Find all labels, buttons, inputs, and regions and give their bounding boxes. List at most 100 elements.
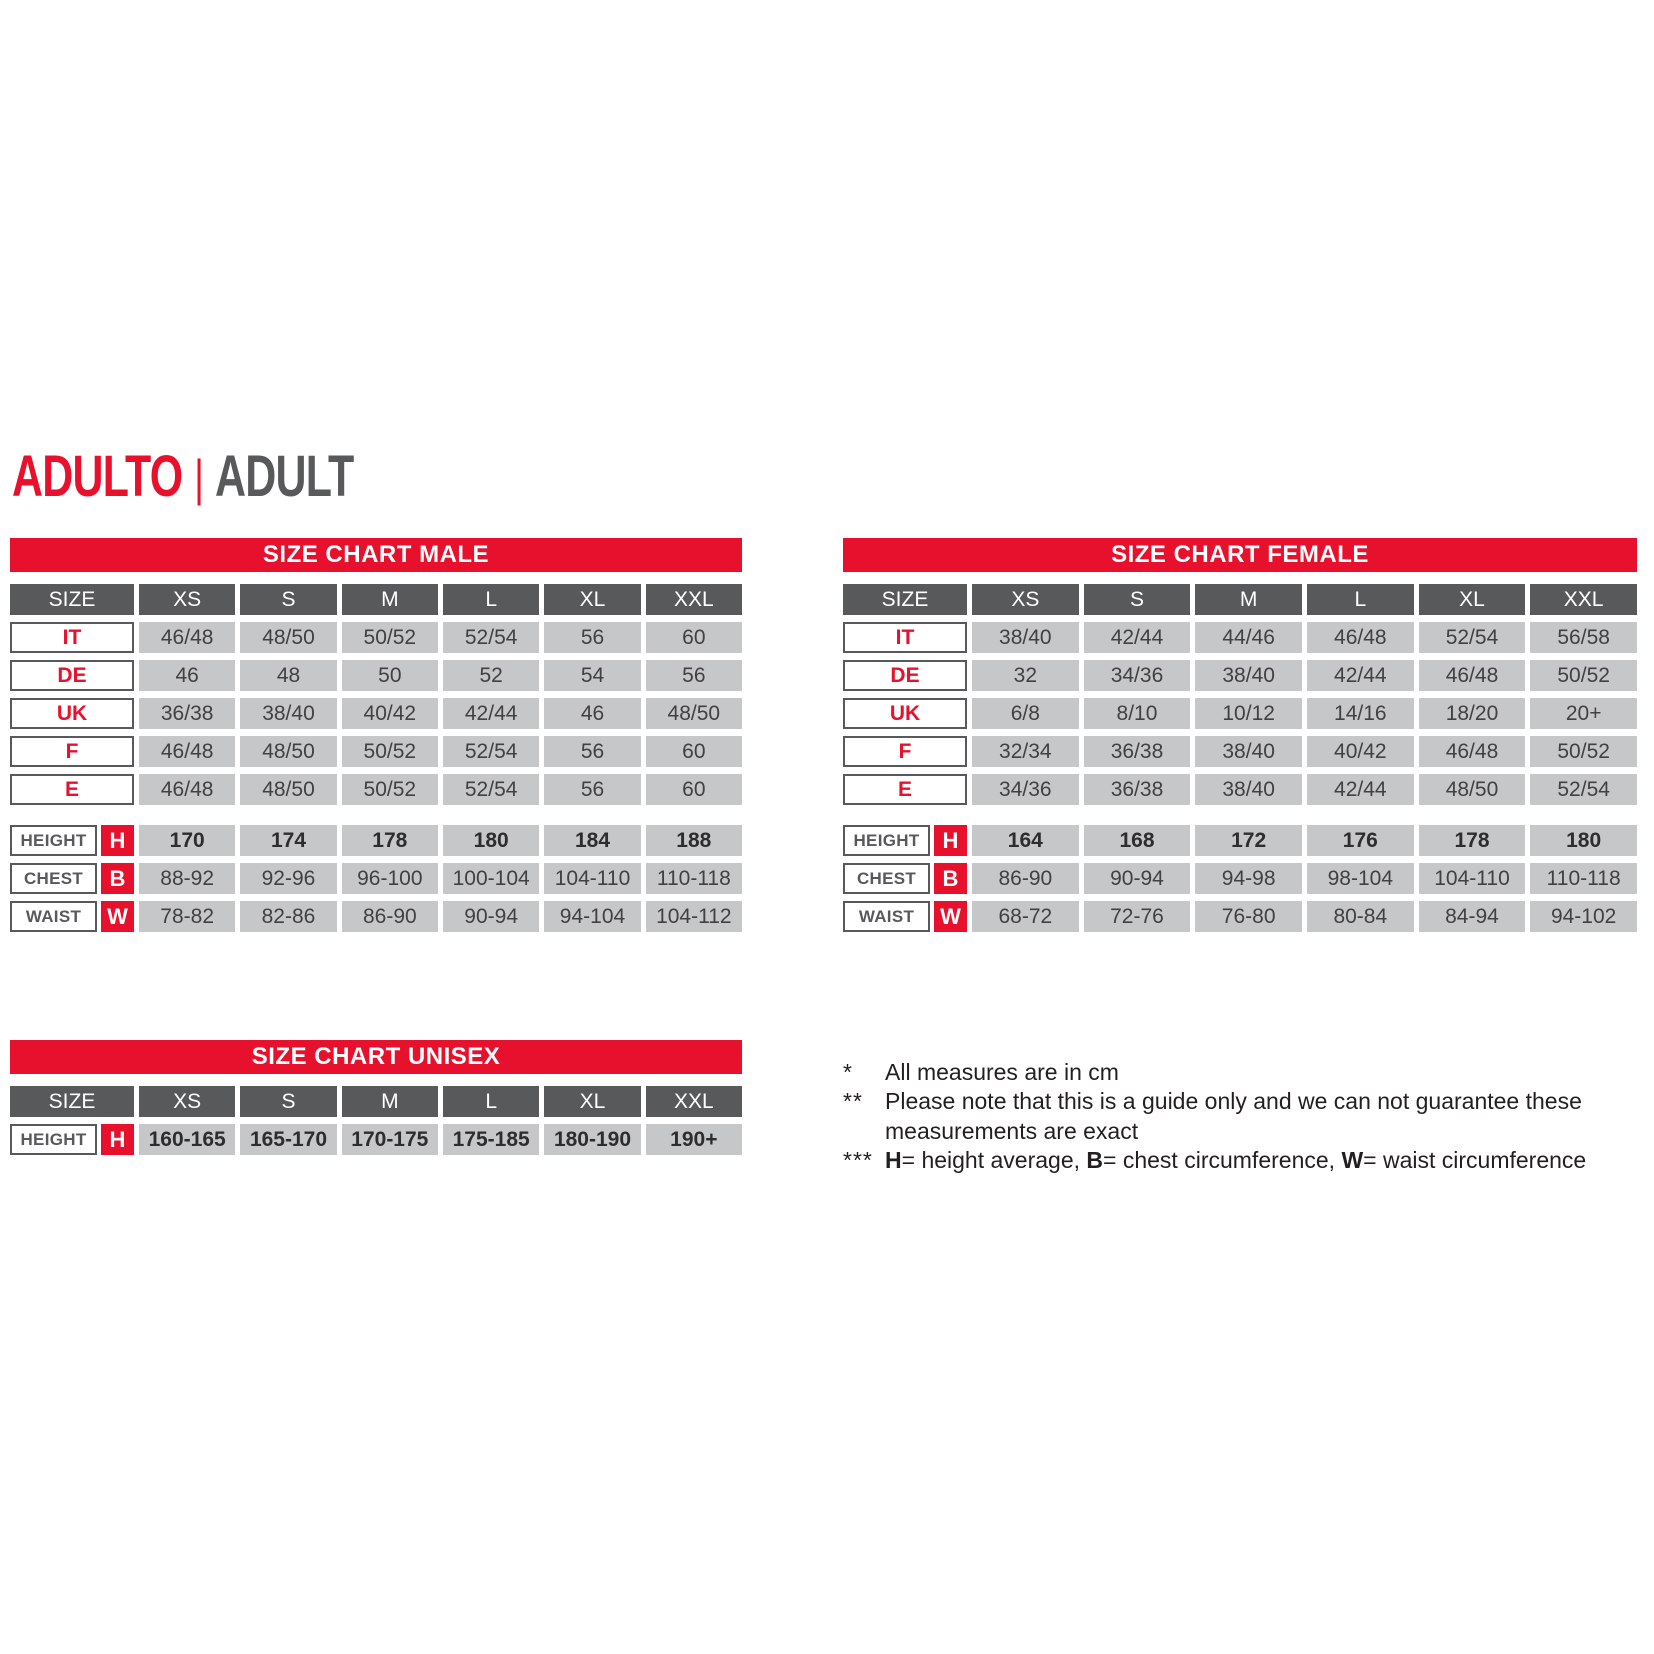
measure-key-badge: H	[934, 825, 967, 856]
size-value: 48/50	[1418, 774, 1526, 805]
column-header-xs: XS	[972, 584, 1079, 615]
size-value: 40/42	[341, 698, 438, 729]
measure-value: 164	[972, 825, 1079, 856]
footnote: ** Please note that this is a guide only …	[843, 1087, 1623, 1146]
measure-value: 176	[1306, 825, 1414, 856]
measure-label: WAIST	[10, 901, 97, 932]
row-label-chest: CHEST B	[843, 863, 967, 894]
measure-value: 174	[240, 825, 337, 856]
size-value: 42/44	[1306, 660, 1414, 691]
measure-value: 175-185	[443, 1124, 540, 1155]
row-label-height: HEIGHT H	[843, 825, 967, 856]
section-gap	[843, 812, 1637, 818]
footnote: *** H= height average, B= chest circumfer…	[843, 1146, 1623, 1175]
column-header-xl: XL	[1418, 584, 1526, 615]
size-value: 46/48	[1306, 622, 1414, 653]
row-label-waist: WAIST W	[10, 901, 134, 932]
measure-label: HEIGHT	[843, 825, 930, 856]
size-value: 36/38	[1083, 774, 1191, 805]
footnote-marker: ***	[843, 1147, 873, 1174]
measure-value: 190+	[645, 1124, 742, 1155]
column-header-l: L	[443, 584, 540, 615]
size-value: 38/40	[1195, 660, 1302, 691]
measure-label: CHEST	[843, 863, 930, 894]
measure-label: HEIGHT	[10, 1124, 97, 1155]
measure-value: 110-118	[645, 863, 742, 894]
size-value: 52/54	[443, 736, 540, 767]
size-value: 48/50	[240, 736, 337, 767]
size-chart-male: SIZE CHART MALE SIZE XS S M L XL XXL IT 46/48 48/…	[10, 538, 742, 932]
measure-key-badge: W	[934, 901, 967, 932]
measure-value: 92-96	[240, 863, 337, 894]
size-value: 52/54	[1530, 774, 1637, 805]
size-value: 46/48	[1418, 660, 1526, 691]
column-header-xxl: XXL	[645, 584, 742, 615]
size-value: 50/52	[1530, 736, 1637, 767]
size-value: 32	[972, 660, 1079, 691]
column-header-l: L	[1306, 584, 1414, 615]
size-chart-male-grid: SIZE XS S M L XL XXL IT 46/48 48/50 50/52 52/54 56 60…	[10, 584, 742, 932]
measure-value: 78-82	[139, 901, 236, 932]
size-value: 60	[645, 736, 742, 767]
measure-label: HEIGHT	[10, 825, 97, 856]
column-header-xs: XS	[139, 584, 236, 615]
size-value: 34/36	[1083, 660, 1191, 691]
size-chart-unisex-title: SIZE CHART UNISEX	[10, 1040, 742, 1074]
size-value: 14/16	[1306, 698, 1414, 729]
column-header-xl: XL	[544, 1086, 641, 1117]
page-title-primary: ADULTO	[12, 444, 183, 509]
size-value: 52/54	[443, 622, 540, 653]
column-header-xxl: XXL	[1530, 584, 1637, 615]
measure-value: 160-165	[139, 1124, 236, 1155]
size-value: 42/44	[1306, 774, 1414, 805]
page-title-separator: |	[194, 450, 204, 506]
size-value: 50/52	[341, 736, 438, 767]
size-chart-unisex: SIZE CHART UNISEX SIZE XS S M L XL XXL HEIGHT H 1…	[10, 1040, 742, 1155]
measure-key-badge: B	[934, 863, 967, 894]
measure-value: 94-98	[1195, 863, 1302, 894]
measure-value: 94-104	[544, 901, 641, 932]
measure-value: 170-175	[341, 1124, 438, 1155]
measure-value: 86-90	[341, 901, 438, 932]
page-title-secondary: ADULT	[214, 444, 354, 509]
footnotes: * All measures are in cm ** Please note tha…	[843, 1058, 1623, 1176]
size-value: 46/48	[1418, 736, 1526, 767]
measure-value: 90-94	[1083, 863, 1191, 894]
column-header-s: S	[240, 1086, 337, 1117]
measure-value: 180-190	[544, 1124, 641, 1155]
size-value: 52/54	[1418, 622, 1526, 653]
measure-value: 104-110	[1418, 863, 1526, 894]
size-value: 38/40	[1195, 774, 1302, 805]
column-header-s: S	[1083, 584, 1191, 615]
size-value: 50	[341, 660, 438, 691]
size-value: 36/38	[139, 698, 236, 729]
size-value: 56	[544, 774, 641, 805]
size-value: 38/40	[240, 698, 337, 729]
size-value: 46	[544, 698, 641, 729]
measure-value: 76-80	[1195, 901, 1302, 932]
measure-value: 94-102	[1530, 901, 1637, 932]
row-label-it: IT	[10, 622, 134, 653]
row-label-uk: UK	[843, 698, 967, 729]
column-header-s: S	[240, 584, 337, 615]
column-header-size: SIZE	[10, 584, 134, 615]
measure-value: 84-94	[1418, 901, 1526, 932]
size-value: 56	[544, 736, 641, 767]
footnote-marker: *	[843, 1059, 853, 1085]
column-header-l: L	[443, 1086, 540, 1117]
measure-value: 104-112	[645, 901, 742, 932]
size-value: 38/40	[972, 622, 1079, 653]
measure-value: 72-76	[1083, 901, 1191, 932]
size-value: 60	[645, 622, 742, 653]
row-label-uk: UK	[10, 698, 134, 729]
measure-key-badge: W	[101, 901, 134, 932]
measure-value: 178	[1418, 825, 1526, 856]
measure-value: 90-94	[443, 901, 540, 932]
size-value: 44/46	[1195, 622, 1302, 653]
size-value: 52	[443, 660, 540, 691]
size-value: 40/42	[1306, 736, 1414, 767]
measure-value: 110-118	[1530, 863, 1637, 894]
column-header-m: M	[1195, 584, 1302, 615]
size-value: 56	[645, 660, 742, 691]
column-header-size: SIZE	[10, 1086, 134, 1117]
